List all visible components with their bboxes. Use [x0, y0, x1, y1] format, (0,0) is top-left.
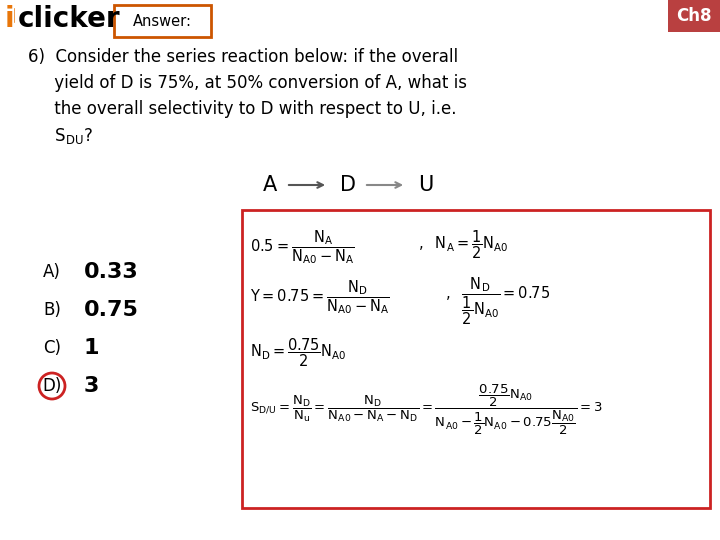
Text: 3: 3 [84, 376, 99, 396]
Text: 1: 1 [84, 338, 99, 358]
FancyBboxPatch shape [114, 5, 211, 37]
Text: 6)  Consider the series reaction below: if the overall: 6) Consider the series reaction below: i… [28, 48, 458, 66]
Text: yield of D is 75%, at 50% conversion of A, what is: yield of D is 75%, at 50% conversion of … [28, 74, 467, 92]
FancyBboxPatch shape [668, 0, 720, 32]
Text: $\mathrm{,\ \ \dfrac{N_D}{\dfrac{1}{2}N_{A0}} = 0.75}$: $\mathrm{,\ \ \dfrac{N_D}{\dfrac{1}{2}N_… [445, 275, 550, 327]
Text: A: A [263, 175, 277, 195]
Text: B): B) [43, 301, 61, 319]
Text: C): C) [43, 339, 61, 357]
Text: $\mathrm{S_{DU}}$?: $\mathrm{S_{DU}}$? [28, 126, 93, 146]
Text: U: U [418, 175, 433, 195]
Text: Answer:: Answer: [132, 14, 192, 29]
Text: $\mathrm{,\ \ N_A = \dfrac{1}{2}N_{A0}}$: $\mathrm{,\ \ N_A = \dfrac{1}{2}N_{A0}}$ [418, 228, 508, 261]
Text: Ch8: Ch8 [676, 7, 712, 25]
Text: $\mathrm{0.5 = \dfrac{N_A}{N_{A0}-N_A}}$: $\mathrm{0.5 = \dfrac{N_A}{N_{A0}-N_A}}$ [250, 228, 355, 266]
Text: $\mathrm{N_D = \dfrac{0.75}{2}N_{A0}}$: $\mathrm{N_D = \dfrac{0.75}{2}N_{A0}}$ [250, 336, 346, 369]
Text: clicker: clicker [18, 5, 121, 33]
Text: 0.33: 0.33 [84, 262, 139, 282]
Text: $\mathrm{Y = 0.75 = \dfrac{N_D}{N_{A0}-N_A}}$: $\mathrm{Y = 0.75 = \dfrac{N_D}{N_{A0}-N… [250, 278, 390, 316]
Text: D: D [340, 175, 356, 195]
Text: $\mathrm{S_{D/U} = \dfrac{N_D}{N_u} = \dfrac{N_D}{N_{A0}-N_A-N_D} = \dfrac{\dfra: $\mathrm{S_{D/U} = \dfrac{N_D}{N_u} = \d… [250, 383, 603, 437]
Text: i: i [5, 5, 14, 33]
Text: 0.75: 0.75 [84, 300, 139, 320]
FancyBboxPatch shape [242, 210, 710, 508]
Text: D): D) [42, 377, 62, 395]
Text: the overall selectivity to D with respect to U, i.e.: the overall selectivity to D with respec… [28, 100, 456, 118]
Text: A): A) [43, 263, 61, 281]
